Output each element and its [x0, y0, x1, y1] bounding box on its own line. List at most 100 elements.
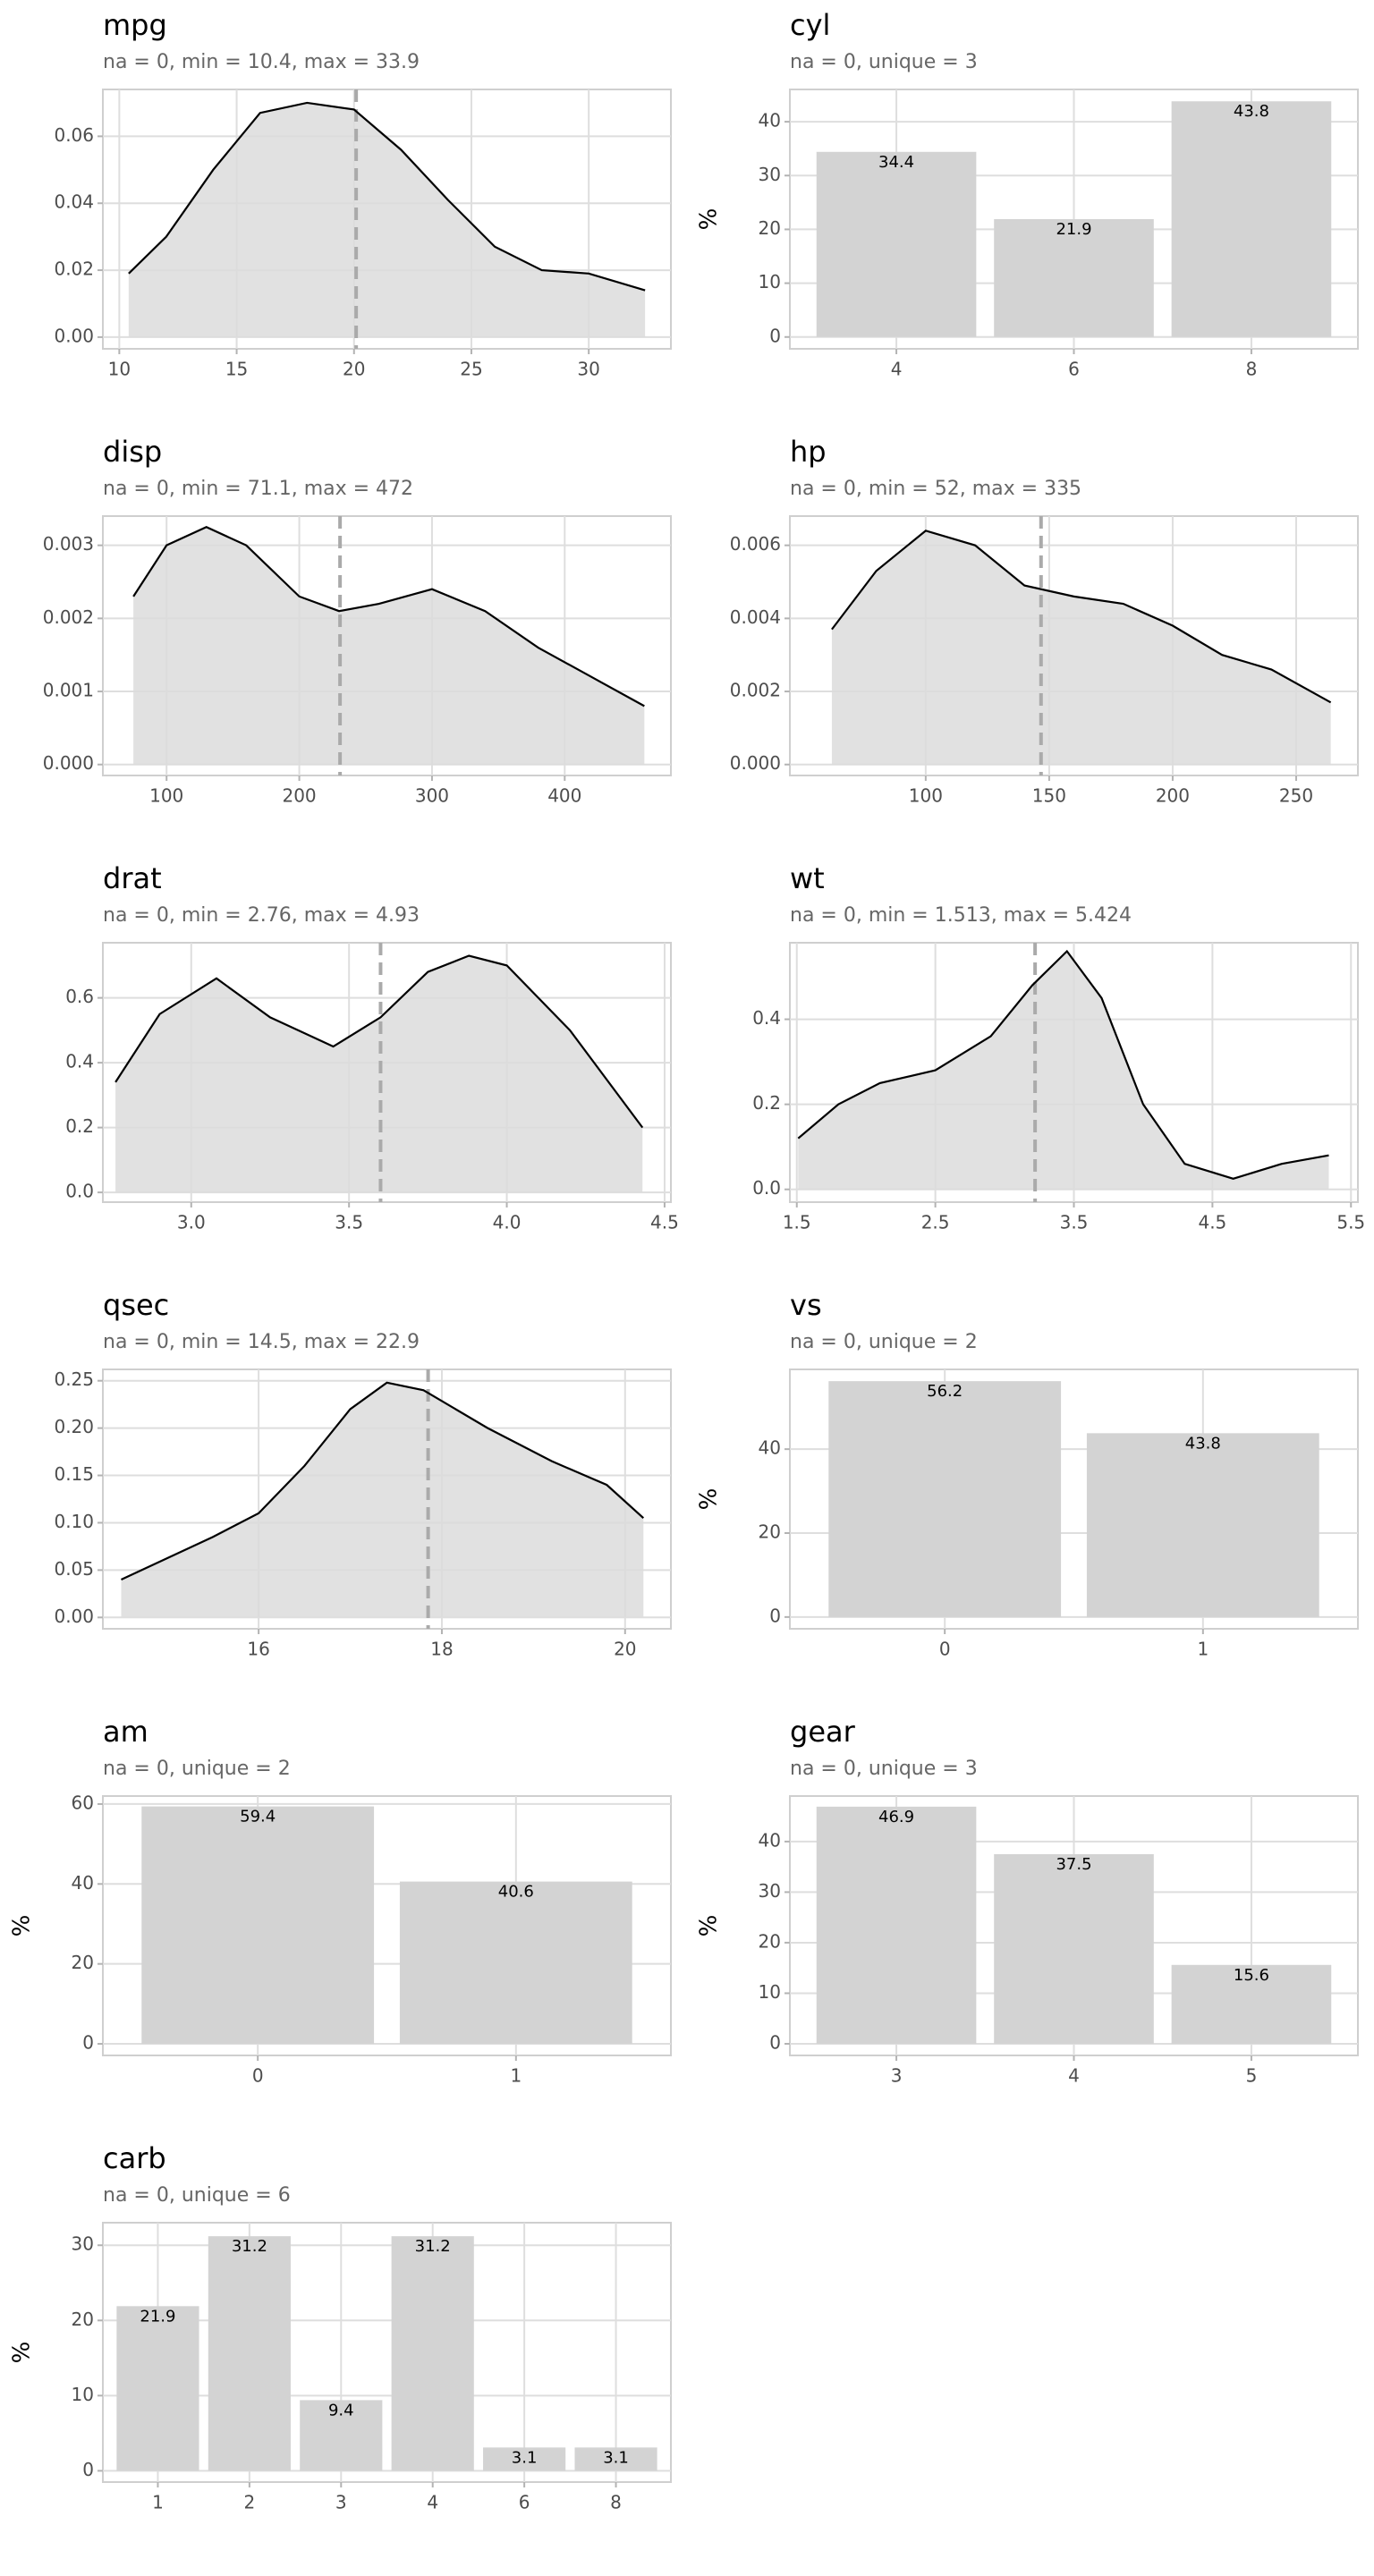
- bar: [994, 1854, 1154, 2044]
- chart-subtitle: na = 0, min = 1.513, max = 5.424: [790, 904, 1132, 927]
- bar: [994, 219, 1154, 337]
- x-tick-label: 5.5: [1336, 1212, 1365, 1233]
- y-tick-label: 20: [759, 1930, 781, 1952]
- bar: [116, 2306, 199, 2471]
- y-tick-label: 10: [759, 271, 781, 292]
- y-tick-label: 0.2: [65, 1115, 94, 1137]
- y-tick-label: 0: [82, 2032, 94, 2054]
- y-axis-label: %: [9, 1915, 36, 1937]
- x-tick-label: 0: [939, 1639, 951, 1660]
- x-tick-label: 300: [415, 785, 449, 807]
- y-tick-label: 0.00: [54, 325, 94, 346]
- bar: [391, 2236, 474, 2471]
- bar: [816, 1806, 977, 2044]
- y-tick-label: 0.00: [54, 1606, 94, 1627]
- bar: [300, 2400, 383, 2471]
- chart-subtitle: na = 0, min = 52, max = 335: [790, 478, 1081, 500]
- x-tick-label: 400: [547, 785, 581, 807]
- y-tick-label: 0.000: [43, 752, 94, 774]
- y-tick-label: 10: [759, 1981, 781, 2003]
- chart-subtitle: na = 0, unique = 6: [103, 2184, 291, 2207]
- x-tick-label: 18: [430, 1639, 453, 1660]
- y-tick-label: 0.15: [54, 1463, 94, 1485]
- x-tick-label: 4.0: [493, 1212, 522, 1233]
- y-tick-label: 0.20: [54, 1416, 94, 1437]
- y-tick-label: 0.006: [730, 533, 781, 555]
- y-tick-label: 10: [72, 2384, 94, 2405]
- y-tick-label: 0.25: [54, 1368, 94, 1390]
- chart-title: wt: [790, 861, 825, 895]
- density-line: [121, 1381, 645, 1580]
- x-tick-label: 4.5: [650, 1212, 679, 1233]
- chart-title: vs: [790, 1288, 822, 1322]
- x-tick-label: 15: [225, 359, 248, 380]
- y-tick-label: 0.001: [43, 680, 94, 701]
- data-label: 15.6: [1234, 1966, 1269, 1985]
- y-tick-label: 0.4: [65, 1051, 94, 1072]
- y-axis-label: %: [696, 1915, 723, 1937]
- chart-title: hp: [790, 435, 827, 469]
- bar: [208, 2236, 291, 2471]
- y-tick-label: 40: [759, 110, 781, 131]
- y-tick-label: 20: [759, 217, 781, 239]
- bar: [1171, 1964, 1332, 2044]
- x-tick-label: 4: [427, 2492, 438, 2513]
- y-tick-label: 40: [759, 1437, 781, 1459]
- chart-title: disp: [103, 435, 162, 469]
- x-tick-label: 3: [335, 2492, 347, 2513]
- y-axis-label: %: [696, 208, 723, 231]
- density-area: [831, 530, 1331, 765]
- y-tick-label: 0.6: [65, 986, 94, 1007]
- x-tick-label: 250: [1279, 785, 1313, 807]
- data-label: 9.4: [328, 2401, 354, 2419]
- y-tick-label: 0: [769, 1605, 781, 1626]
- density-area: [798, 951, 1329, 1190]
- chart-title: drat: [103, 861, 162, 895]
- x-tick-label: 3.5: [335, 1212, 363, 1233]
- density-area: [133, 527, 645, 765]
- x-tick-label: 4.5: [1198, 1212, 1226, 1233]
- density-line: [797, 949, 1329, 1181]
- x-tick-label: 200: [1156, 785, 1190, 807]
- x-tick-label: 8: [610, 2492, 622, 2513]
- density-line: [114, 954, 644, 1129]
- chart-subtitle: na = 0, min = 14.5, max = 22.9: [103, 1331, 420, 1353]
- data-label: 34.4: [878, 153, 914, 172]
- y-tick-label: 0.0: [752, 1177, 781, 1199]
- bar: [816, 151, 977, 337]
- x-tick-label: 1: [152, 2492, 164, 2513]
- y-tick-label: 0.004: [730, 606, 781, 628]
- chart-subtitle: na = 0, unique = 2: [103, 1758, 291, 1780]
- x-tick-label: 3: [891, 2065, 903, 2087]
- density-area: [128, 102, 646, 337]
- data-label: 3.1: [603, 2448, 629, 2467]
- chart-subtitle: na = 0, min = 10.4, max = 33.9: [103, 51, 420, 73]
- data-label: 21.9: [140, 2307, 175, 2326]
- x-tick-label: 6: [519, 2492, 530, 2513]
- y-tick-label: 30: [72, 2233, 94, 2255]
- y-tick-label: 60: [72, 1792, 94, 1813]
- x-tick-label: 4: [1068, 2065, 1080, 2087]
- density-line: [831, 530, 1332, 704]
- y-tick-label: 0: [82, 2459, 94, 2480]
- y-tick-label: 0.000: [730, 752, 781, 774]
- data-label: 40.6: [498, 1883, 534, 1902]
- data-label: 31.2: [232, 2237, 267, 2256]
- y-tick-label: 0.003: [43, 533, 94, 555]
- data-label: 31.2: [415, 2237, 451, 2256]
- x-tick-label: 1: [1197, 1639, 1209, 1660]
- y-tick-label: 40: [72, 1872, 94, 1894]
- x-tick-label: 30: [577, 359, 599, 380]
- y-tick-label: 0.002: [43, 606, 94, 628]
- bar: [1086, 1433, 1319, 1617]
- y-axis-label: %: [9, 2342, 36, 2364]
- bar: [828, 1381, 1062, 1617]
- y-tick-label: 0.002: [730, 680, 781, 701]
- chart-title: gear: [790, 1715, 856, 1749]
- x-tick-label: 150: [1032, 785, 1066, 807]
- y-tick-label: 0.4: [752, 1007, 781, 1029]
- y-tick-label: 30: [759, 1880, 781, 1902]
- y-tick-label: 40: [759, 1829, 781, 1851]
- y-tick-label: 20: [759, 1521, 781, 1543]
- data-label: 37.5: [1056, 1855, 1091, 1874]
